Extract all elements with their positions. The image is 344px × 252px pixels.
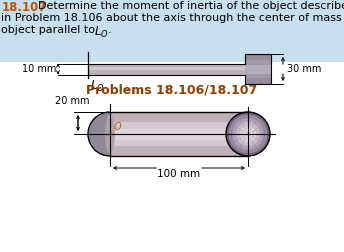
Bar [245, 55, 271, 82]
Text: .: . [108, 25, 111, 35]
Bar [245, 65, 271, 74]
Text: 10 mm: 10 mm [22, 64, 56, 74]
Text: $L_O$: $L_O$ [90, 79, 105, 93]
Text: 100 mm: 100 mm [158, 169, 201, 179]
Circle shape [229, 115, 267, 153]
Wedge shape [88, 112, 110, 156]
Text: $L_O$: $L_O$ [94, 25, 109, 40]
Bar [0, 0, 344, 62]
Circle shape [240, 126, 256, 142]
Text: $O$: $O$ [113, 120, 122, 132]
Text: 20 mm: 20 mm [55, 96, 89, 106]
Text: Determine the moment of inertia of the object described: Determine the moment of inertia of the o… [38, 1, 344, 11]
Bar [110, 112, 248, 156]
Bar [88, 67, 245, 70]
Bar [88, 64, 245, 75]
Text: in Problem 18.106 about the axis through the center of mass of the: in Problem 18.106 about the axis through… [1, 13, 344, 23]
Text: 30 mm: 30 mm [287, 64, 321, 74]
Text: Problems 18.106/18.107: Problems 18.106/18.107 [86, 83, 258, 97]
Circle shape [226, 112, 270, 156]
Bar [110, 129, 248, 140]
Circle shape [226, 112, 270, 156]
Bar [245, 54, 271, 84]
Bar [110, 122, 248, 146]
Circle shape [232, 118, 264, 150]
Circle shape [244, 130, 252, 138]
Text: object parallel to: object parallel to [1, 25, 98, 35]
Bar [245, 60, 271, 78]
Text: 18.107: 18.107 [2, 1, 47, 14]
Circle shape [236, 122, 260, 146]
Ellipse shape [105, 114, 115, 154]
